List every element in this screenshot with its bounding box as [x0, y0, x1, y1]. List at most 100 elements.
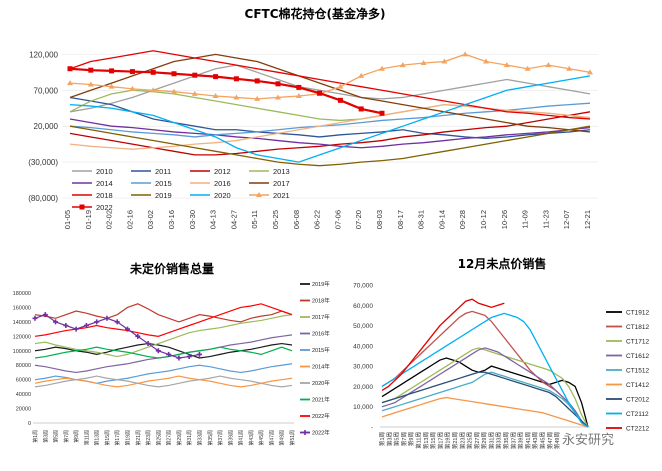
watermark: 永安研究 [562, 433, 615, 448]
cftc-point-2021 [566, 65, 573, 71]
dec-unpriced-legend-label: CT1612 [626, 353, 650, 360]
dec-unpriced-y-tick: 70,000 [353, 283, 373, 290]
cftc-series [67, 50, 593, 167]
cftc-x-tick: 08-31 [417, 210, 426, 229]
cftc-x-tick: 02-16 [125, 210, 134, 229]
cftc-point-2022 [254, 78, 260, 84]
cftc-series-2016 [69, 103, 591, 150]
cftc-x-tick: 06-08 [292, 210, 301, 229]
unpriced-total-legend-label: 2022年 [312, 412, 330, 420]
cftc-point-2022 [358, 106, 364, 112]
dec-unpriced-x-tick: 第35周 [502, 432, 510, 449]
unpriced-total-y-tick: 40000 [16, 392, 31, 398]
dec-unpriced-legend-label: CT1512 [626, 368, 650, 375]
cftc-grid [62, 54, 598, 199]
unpriced-total-x-tick: 第47周 [268, 430, 275, 446]
cftc-x-tick: 03-02 [146, 210, 155, 229]
unpriced-total-y-axis: 180000 160000 140000 120000 100000 80000 60000… [13, 291, 294, 427]
cftc-x-tick: 01-19 [84, 210, 93, 229]
unpriced-total-y-tick: 60000 [16, 378, 31, 384]
dec-unpriced-x-tick: 第13周 [422, 432, 430, 449]
cftc-legend-label: 2012 [214, 167, 231, 176]
cftc-point-2021 [67, 80, 73, 86]
cftc-x-tick: 04-27 [229, 210, 238, 229]
dec-unpriced-x-tick: 第25周 [466, 432, 474, 449]
cftc-y-tick: (30,000) [28, 158, 58, 167]
unpriced-total-series-2 [34, 314, 293, 358]
unpriced-total-point-2022 [196, 351, 202, 357]
unpriced-total-legend: 2019年 2018年 2017年 2016年 2015年 2014年 2020年 2021年… [300, 280, 330, 437]
unpriced-total-legend-label: 2016年 [312, 330, 330, 338]
unpriced-total-series-6 [34, 375, 293, 388]
cftc-point-2021 [483, 58, 489, 64]
cftc-legend-label: 2015 [155, 179, 172, 188]
unpriced-total-point-2022 [125, 326, 131, 332]
unpriced-total-y-tick: 160000 [13, 305, 31, 311]
unpriced-total-point-2022 [155, 348, 161, 354]
unpriced-total-x-tick: 第13周 [94, 430, 101, 446]
cftc-point-2021 [87, 81, 94, 87]
unpriced-total-x-tick: 第17周 [114, 430, 121, 446]
cftc-point-2021 [233, 94, 240, 100]
unpriced-total-x-tick: 第43周 [248, 430, 255, 446]
unpriced-total-chart: 未定价销售总量 180000 160000 140000 120000 100000 80… [13, 261, 331, 446]
dec-unpriced-x-tick: 第41周 [524, 432, 532, 449]
unpriced-total-legend-label: 2018年 [312, 297, 330, 305]
dec-unpriced-y-tick: - [371, 425, 373, 432]
dec-unpriced-x-tick: 第1周 [378, 432, 386, 446]
dec-unpriced-x-tick: 第49周 [553, 432, 561, 449]
unpriced-total-y-tick: 0 [28, 421, 31, 427]
unpriced-total-x-tick: 第25周 [155, 430, 162, 446]
unpriced-total-x-tick: 第51周 [289, 430, 296, 446]
dec-unpriced-x-tick: 第11周 [414, 432, 422, 449]
dec-unpriced-legend-label: CT2212 [626, 426, 650, 433]
cftc-point-2022 [67, 66, 73, 72]
dec-unpriced-legend-label: CT2012 [626, 397, 650, 404]
cftc-legend-label: 2020 [214, 191, 231, 200]
cftc-legend-label: 2018 [96, 191, 113, 200]
dec-unpriced-x-tick: 第39周 [517, 432, 525, 449]
dec-unpriced-x-tick: 第31周 [487, 432, 495, 449]
cftc-point-2021 [275, 94, 281, 100]
dec-unpriced-series-CT1512 [381, 371, 589, 428]
cftc-point-2021 [399, 62, 406, 68]
unpriced-total-point-2022 [135, 333, 141, 339]
dec-unpriced-x-tick: 第27周 [473, 432, 481, 449]
unpriced-total-x-tick: 第45周 [258, 430, 265, 446]
cftc-x-axis: 01-05 01-19 02-02 02-16 03-02 03-16 03-30 04-13… [63, 210, 592, 229]
dec-unpriced-legend-label: CT1912 [626, 310, 650, 317]
unpriced-total-series-3 [34, 334, 293, 374]
unpriced-total-series-7 [34, 346, 293, 359]
cftc-point-2021 [420, 59, 427, 65]
cftc-point-2021 [254, 95, 261, 101]
cftc-series-2022 [69, 67, 383, 115]
unpriced-total-x-tick: 第27周 [166, 430, 173, 446]
cftc-title: CFTC棉花持仓(基金净多) [245, 6, 386, 21]
dec-unpriced-y-tick: 10,000 [353, 404, 373, 411]
cftc-legend-label: 2013 [273, 167, 290, 176]
dec-unpriced-x-tick: 第43周 [531, 432, 539, 449]
unpriced-total-point-2022 [186, 354, 192, 360]
unpriced-total-y-tick: 20000 [16, 407, 31, 413]
dec-unpriced-x-tick: 第47周 [546, 432, 554, 449]
dec-unpriced-x-tick: 第37周 [509, 432, 517, 449]
cftc-point-2021 [545, 62, 552, 68]
unpriced-total-x-tick: 第9周 [73, 430, 80, 443]
cftc-point-2021 [337, 83, 344, 89]
cftc-x-tick: 09-28 [458, 210, 467, 229]
dec-unpriced-series [381, 298, 589, 428]
cftc-series-2020 [69, 75, 591, 163]
unpriced-total-x-tick: 第1周 [32, 430, 39, 443]
cftc-series-2017 [69, 53, 591, 133]
cftc-x-tick: 05-25 [271, 210, 280, 229]
cftc-x-tick: 03-16 [167, 210, 176, 229]
cftc-legend-label: 2014 [96, 179, 113, 188]
unpriced-total-point-2022 [32, 315, 38, 321]
dec-unpriced-y-tick: 60,000 [353, 303, 373, 310]
cftc-y-tick: 120,000 [29, 50, 58, 59]
unpriced-total-x-tick: 第23周 [145, 430, 152, 446]
cftc-x-tick: 10-12 [479, 210, 488, 229]
dec-unpriced-series-CT1612 [381, 347, 589, 428]
unpriced-total-legend-label: 2020年 [312, 379, 330, 387]
unpriced-total-point-2022 [42, 312, 48, 318]
